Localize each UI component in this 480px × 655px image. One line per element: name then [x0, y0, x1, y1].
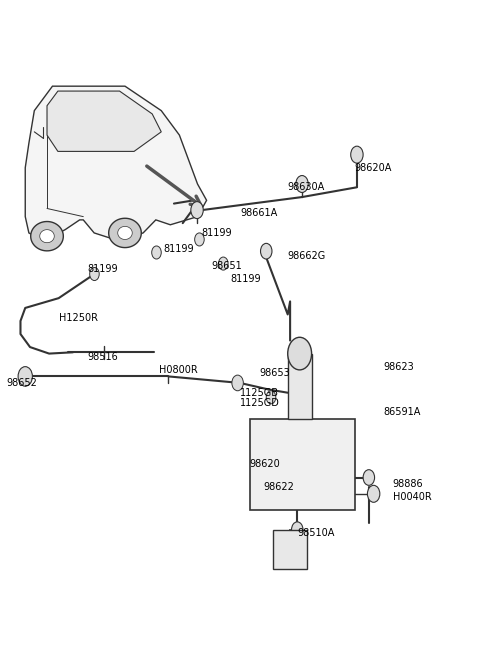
Circle shape [291, 522, 303, 538]
Text: 81199: 81199 [230, 274, 261, 284]
Polygon shape [25, 86, 206, 241]
Text: 98623: 98623 [383, 362, 414, 371]
Polygon shape [47, 91, 161, 151]
Bar [250, 419, 355, 510]
Text: 98652: 98652 [6, 378, 37, 388]
Polygon shape [40, 230, 54, 243]
Text: H1250R: H1250R [59, 312, 97, 323]
Text: H0800R: H0800R [159, 365, 198, 375]
Text: 81199: 81199 [164, 244, 194, 254]
Text: 86591A: 86591A [383, 407, 420, 417]
Circle shape [90, 267, 99, 280]
Polygon shape [31, 221, 63, 251]
Circle shape [18, 367, 33, 386]
Text: 98651: 98651 [211, 261, 242, 271]
Polygon shape [118, 227, 132, 240]
Text: 98653: 98653 [259, 368, 290, 378]
Text: 98620: 98620 [250, 459, 280, 470]
Text: 98661A: 98661A [240, 208, 277, 218]
Circle shape [232, 375, 243, 391]
Text: 1125GD: 1125GD [240, 398, 280, 407]
Circle shape [288, 337, 312, 370]
Circle shape [218, 257, 228, 270]
Text: 98622: 98622 [264, 482, 295, 493]
Text: 98510A: 98510A [297, 528, 335, 538]
Bar [274, 530, 307, 569]
Text: 98516: 98516 [87, 352, 118, 362]
Circle shape [261, 244, 272, 259]
Circle shape [191, 202, 203, 219]
Circle shape [195, 233, 204, 246]
Circle shape [296, 176, 308, 193]
Text: 98630A: 98630A [288, 182, 325, 193]
Text: H0040R: H0040R [393, 492, 432, 502]
Circle shape [266, 391, 276, 404]
Bar [288, 354, 312, 419]
Text: 98620A: 98620A [355, 162, 392, 173]
Circle shape [152, 246, 161, 259]
Circle shape [363, 470, 374, 485]
Text: 81199: 81199 [202, 228, 232, 238]
Text: 1125GB: 1125GB [240, 388, 279, 398]
Text: 98662G: 98662G [288, 251, 326, 261]
Circle shape [351, 146, 363, 163]
Text: 81199: 81199 [87, 264, 118, 274]
Text: 98886: 98886 [393, 479, 423, 489]
Circle shape [367, 485, 380, 502]
Polygon shape [108, 218, 141, 248]
